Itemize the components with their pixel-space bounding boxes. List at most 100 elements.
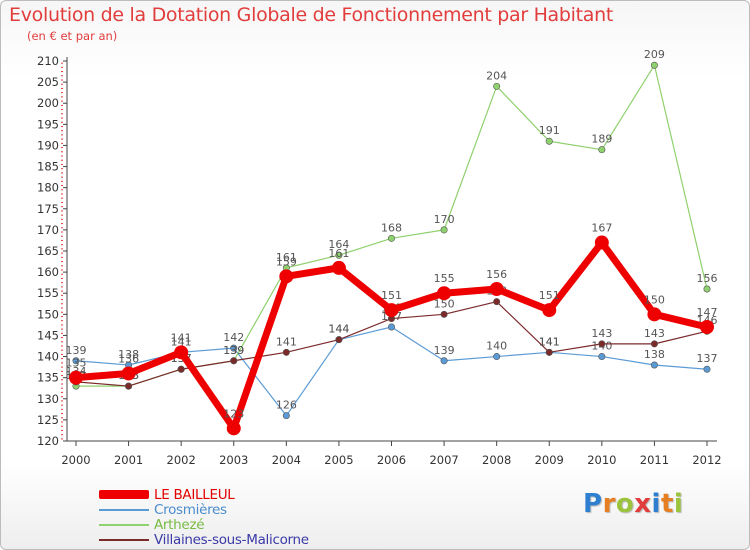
x-tick-label: 2008 [482, 453, 511, 467]
legend-item: Crosmières [99, 501, 309, 518]
y-tick-label: 140 [37, 350, 59, 364]
y-tick-label: 155 [37, 286, 59, 300]
legend-swatch [99, 508, 149, 511]
x-tick-label: 2007 [429, 453, 458, 467]
data-label-le-bailleul: 123 [223, 407, 244, 420]
data-point-artheze [703, 285, 711, 293]
x-tick-label: 2002 [167, 453, 196, 467]
data-point-villaines-sous-malicorne [440, 310, 448, 318]
y-tick-label: 200 [37, 96, 59, 110]
y-tick-label: 120 [37, 434, 59, 448]
data-point-villaines-sous-malicorne [545, 348, 553, 356]
legend-swatch [99, 523, 149, 526]
data-label-crosmieres: 138 [118, 348, 139, 361]
data-point-artheze [650, 61, 658, 69]
data-point-crosmieres [72, 357, 80, 365]
data-point-le-bailleul [594, 235, 609, 250]
data-point-le-bailleul [331, 260, 346, 275]
data-label-le-bailleul: 151 [539, 289, 560, 302]
data-point-crosmieres [493, 353, 501, 361]
y-tick-label: 210 [37, 54, 59, 68]
data-point-le-bailleul [174, 345, 189, 360]
data-label-crosmieres: 142 [223, 331, 244, 344]
x-tick-label: 2003 [219, 453, 248, 467]
y-tick-label: 125 [37, 413, 59, 427]
legend-label: Arthezé [154, 516, 205, 533]
y-tick-label: 130 [37, 392, 59, 406]
data-label-villaines-sous-malicorne: 141 [539, 335, 560, 348]
x-tick-label: 2006 [377, 453, 406, 467]
data-label-le-bailleul: 151 [381, 289, 402, 302]
y-tick-label: 175 [37, 202, 59, 216]
data-point-crosmieres [282, 412, 290, 420]
data-point-le-bailleul [542, 303, 557, 318]
data-point-villaines-sous-malicorne [493, 298, 501, 306]
data-point-artheze [335, 251, 343, 259]
data-point-crosmieres [230, 344, 238, 352]
y-tick-label: 165 [37, 244, 59, 258]
data-point-le-bailleul [437, 286, 452, 301]
data-label-artheze: 191 [539, 124, 560, 137]
x-tick-label: 2010 [587, 453, 616, 467]
data-label-crosmieres: 141 [539, 335, 560, 348]
data-label-crosmieres: 138 [644, 348, 665, 361]
data-point-artheze [545, 137, 553, 145]
data-label-villaines-sous-malicorne: 144 [328, 323, 349, 336]
data-label-crosmieres: 140 [486, 340, 507, 353]
data-point-le-bailleul [279, 269, 294, 284]
x-tick-label: 2001 [114, 453, 143, 467]
data-label-artheze: 161 [276, 251, 297, 264]
data-point-le-bailleul [226, 421, 241, 436]
x-tick-label: 2004 [272, 453, 301, 467]
y-tick-label: 205 [37, 75, 59, 89]
data-label-artheze: 164 [328, 238, 349, 251]
data-label-le-bailleul: 141 [171, 331, 192, 344]
data-point-artheze [440, 226, 448, 234]
y-tick-label: 195 [37, 117, 59, 131]
data-point-le-bailleul [69, 370, 83, 385]
y-tick-label: 145 [37, 328, 59, 342]
legend-label: Villaines-sous-Malicorne [154, 531, 309, 548]
x-tick-label: 2011 [640, 453, 669, 467]
data-label-artheze: 204 [486, 69, 507, 82]
chart-title: Evolution de la Dotation Globale de Fonc… [9, 4, 614, 26]
data-label-artheze: 189 [591, 133, 612, 146]
y-tick-label: 150 [37, 307, 59, 321]
x-tick-label: 2000 [61, 453, 90, 467]
y-tick-label: 160 [37, 265, 59, 279]
data-point-le-bailleul [489, 282, 504, 296]
chart-legend: LE BAILLEUL Crosmières Arthezé Villaines-so… [99, 486, 309, 548]
data-label-artheze: 139 [223, 344, 244, 357]
data-label-le-bailleul: 155 [434, 272, 455, 285]
data-point-le-bailleul [384, 303, 399, 318]
data-point-crosmieres [650, 361, 658, 369]
data-label-crosmieres: 139 [66, 344, 87, 357]
data-label-artheze: 170 [434, 213, 455, 226]
data-label-le-bailleul: 156 [486, 268, 507, 281]
x-tick-label: 2012 [692, 453, 721, 467]
data-label-crosmieres: 144 [328, 323, 349, 336]
data-label-le-bailleul: 136 [118, 352, 139, 365]
data-point-crosmieres [598, 353, 606, 361]
data-label-artheze: 168 [381, 221, 402, 234]
legend-swatch [99, 538, 149, 541]
data-label-villaines-sous-malicorne: 141 [276, 335, 297, 348]
legend-label: Crosmières [154, 501, 227, 518]
y-tick-label: 170 [37, 223, 59, 237]
data-label-villaines-sous-malicorne: 139 [223, 344, 244, 357]
x-tick-label: 2009 [535, 453, 564, 467]
data-point-villaines-sous-malicorne [230, 357, 238, 365]
chart-subtitle: (en € et par an) [27, 29, 118, 43]
data-label-crosmieres: 141 [171, 335, 192, 348]
data-point-artheze [387, 234, 395, 242]
y-tick-label: 135 [37, 371, 59, 385]
data-label-villaines-sous-malicorne: 143 [591, 327, 612, 340]
data-point-le-bailleul [121, 366, 136, 381]
data-point-le-bailleul [647, 307, 662, 322]
data-label-crosmieres: 139 [434, 344, 455, 357]
legend-label: LE BAILLEUL [154, 486, 235, 503]
proxiti-logo: Proxiti [583, 489, 684, 519]
legend-item: Villaines-sous-Malicorne [99, 531, 309, 548]
